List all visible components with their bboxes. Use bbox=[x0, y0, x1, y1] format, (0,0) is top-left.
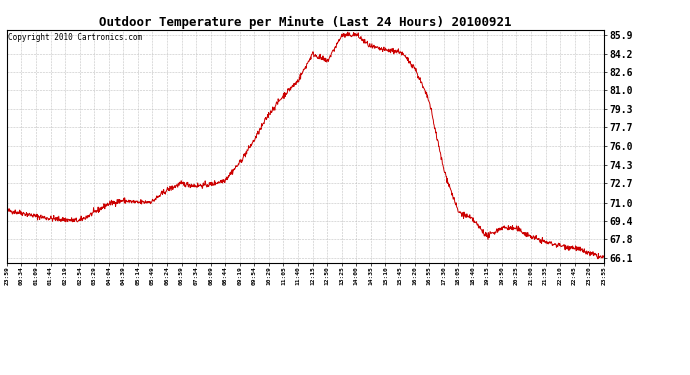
Title: Outdoor Temperature per Minute (Last 24 Hours) 20100921: Outdoor Temperature per Minute (Last 24 … bbox=[99, 16, 511, 29]
Text: Copyright 2010 Cartronics.com: Copyright 2010 Cartronics.com bbox=[8, 33, 142, 42]
